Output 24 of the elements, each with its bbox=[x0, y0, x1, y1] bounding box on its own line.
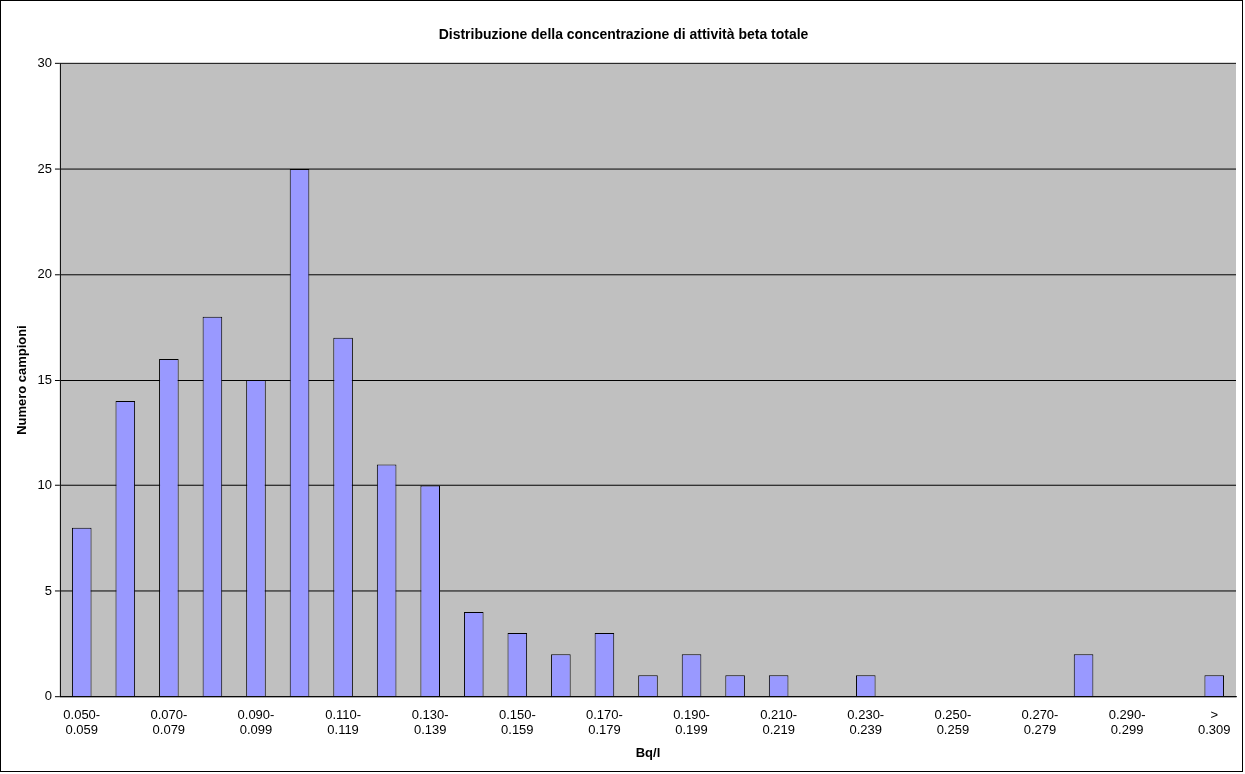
x-tick-label: 0.050-0.059 bbox=[63, 706, 101, 738]
x-tick-label: 0.110-0.119 bbox=[325, 706, 361, 738]
y-tick-label: 25 bbox=[37, 160, 52, 176]
y-tick-label: 0 bbox=[44, 687, 52, 703]
y-tick-label: 30 bbox=[37, 55, 52, 71]
x-tick-label: 0.130-0.139 bbox=[411, 706, 449, 738]
x-tick-label: 0.170-0.179 bbox=[586, 706, 623, 738]
x-tick-label: 0.270-0.279 bbox=[1021, 706, 1059, 738]
x-tick-label: 0.150-0.159 bbox=[498, 706, 536, 738]
x-tick-label: 0.210-0.219 bbox=[760, 706, 798, 738]
chart-title: Distribuzione della concentrazione di attività beta totale bbox=[438, 26, 809, 43]
x-axis-title: Bq/l bbox=[635, 744, 661, 760]
x-tick-label: > 0.309 bbox=[1197, 706, 1231, 738]
x-tick-label: 0.230-0.239 bbox=[847, 706, 885, 738]
y-tick-label: 5 bbox=[44, 582, 52, 598]
x-tick-label: 0.070-0.079 bbox=[150, 706, 188, 738]
y-tick-label: 10 bbox=[37, 477, 52, 493]
y-tick-label: 20 bbox=[37, 266, 52, 282]
y-tick-label: 15 bbox=[37, 371, 52, 387]
x-tick-label: 0.250-0.259 bbox=[934, 706, 972, 738]
x-tick-label: 0.290-0.299 bbox=[1108, 706, 1146, 738]
x-tick-label: 0.190-0.199 bbox=[673, 706, 710, 738]
x-tick-label: 0.090-0.099 bbox=[237, 706, 275, 738]
y-axis-title: Numero campioni bbox=[14, 325, 30, 435]
